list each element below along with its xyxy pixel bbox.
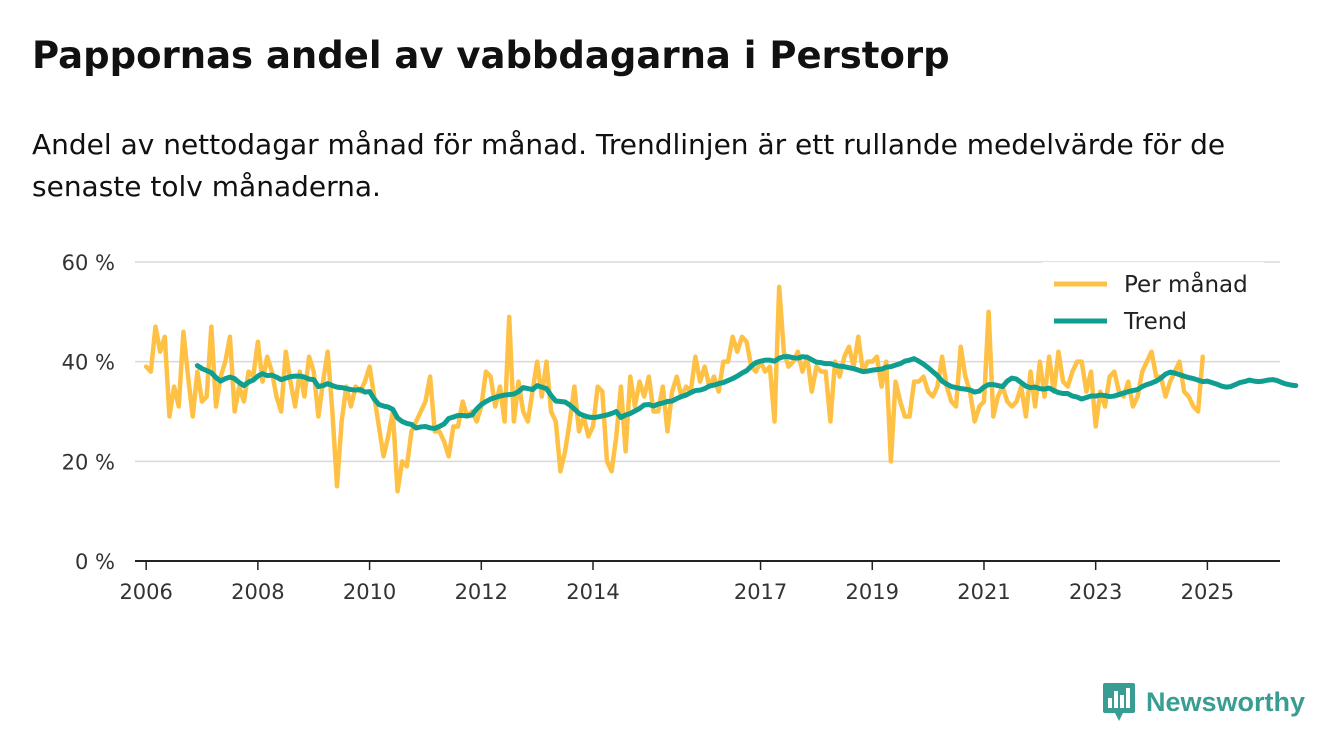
y-tick-label: 0 % (75, 550, 115, 574)
x-tick-label: 2023 (1069, 580, 1122, 604)
y-tick-label: 60 % (62, 251, 115, 275)
legend-background (1042, 262, 1264, 344)
x-tick-label: 2017 (734, 580, 787, 604)
chart-subtitle: Andel av nettodagar månad för månad. Tre… (32, 128, 1226, 203)
y-tick-label: 40 % (62, 351, 115, 375)
bar-chart-speech-bubble-icon (1103, 683, 1135, 721)
series-lines (143, 284, 1299, 494)
x-tick-label: 2021 (957, 580, 1010, 604)
x-tick-label: 2012 (455, 580, 508, 604)
x-axis: 2006 2008 2010 2012 2014 2017 2019 2021 2023 2025 (119, 560, 1280, 604)
series-line-trend (194, 354, 1299, 431)
x-tick-label: 2019 (846, 580, 899, 604)
brand-name: Newsworthy (1146, 686, 1306, 717)
newsworthy-logo: Newsworthy (1102, 682, 1305, 722)
y-tick-label: 20 % (62, 450, 115, 474)
y-axis-labels: 0 % 20 % 40 % 60 % (62, 251, 115, 574)
x-tick-label: 2006 (119, 580, 172, 604)
x-tick-label: 2008 (231, 580, 284, 604)
x-tick-label: 2010 (343, 580, 396, 604)
chart-title: Pappornas andel av vabbdagarna i Perstor… (32, 34, 950, 77)
x-tick-label: 2014 (566, 580, 619, 604)
legend-label-trend: Trend (1123, 309, 1187, 335)
legend-label-per-manad: Per månad (1124, 270, 1248, 298)
legend: Per månad Trend (1042, 262, 1264, 344)
x-tick-label: 2025 (1181, 580, 1234, 604)
